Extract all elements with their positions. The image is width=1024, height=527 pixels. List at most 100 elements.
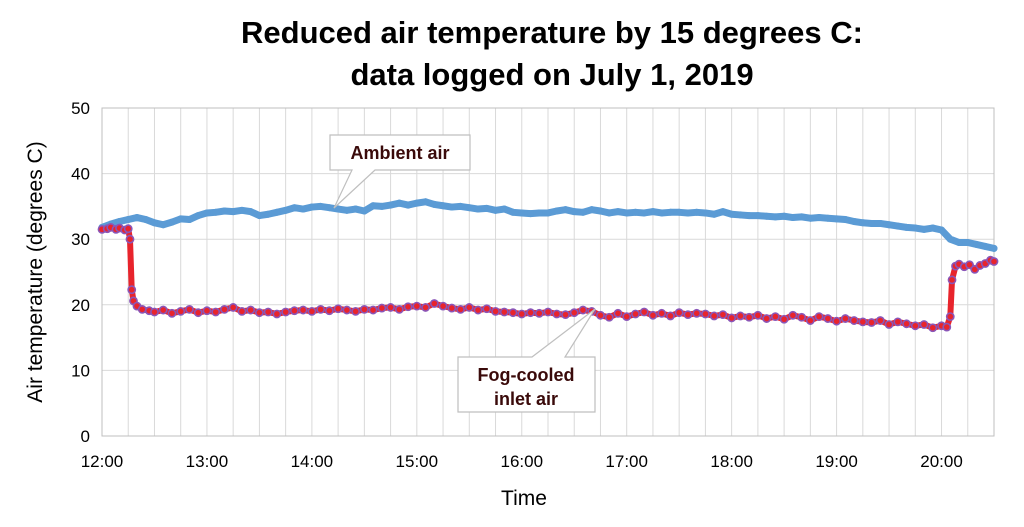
fog-cooled-inlet-air-point — [823, 314, 833, 323]
fog-cooled-inlet-air-point — [307, 306, 317, 316]
fog-cooled-inlet-air-point — [744, 312, 754, 322]
ambient-air-point — [561, 206, 569, 214]
y-tick-label: 50 — [71, 99, 90, 118]
ambient-air-point — [658, 209, 666, 217]
fog-cooled-inlet-air-point — [875, 316, 885, 325]
fog-cooled-inlet-air-point — [456, 304, 465, 314]
fog-cooled-inlet-air-point — [473, 305, 483, 315]
ambient-air-point — [343, 206, 351, 214]
series-ambient-air — [98, 198, 998, 252]
ambient-air-point — [780, 212, 788, 220]
ambient-air-point — [868, 219, 876, 227]
ambient-air-point — [964, 238, 972, 246]
ambient-air-point — [806, 214, 814, 222]
fog-cooled-inlet-air-point — [552, 309, 562, 319]
callout-ambient-air: Ambient air — [329, 134, 471, 209]
ambient-air-point — [509, 208, 517, 216]
x-axis-ticks: 12:00 13:00 14:00 15:00 16:00 17:00 18:00 19:00… — [81, 452, 963, 471]
ambient-air-point — [203, 209, 211, 217]
ambient-air-point — [422, 198, 430, 206]
ambient-air-point — [789, 214, 797, 222]
fog-cooled-inlet-air-point — [403, 302, 413, 312]
fog-cooled-inlet-air-point — [123, 224, 133, 234]
ambient-air-point — [124, 216, 132, 224]
ambient-air-point — [369, 202, 377, 210]
ambient-air-point — [894, 222, 902, 230]
fog-cooled-inlet-air-point — [569, 308, 579, 318]
x-tick-label: 12:00 — [81, 452, 124, 471]
fog-cooled-inlet-air-point — [255, 308, 264, 318]
x-tick-label: 20:00 — [920, 452, 963, 471]
plot-frame — [101, 107, 995, 437]
fog-cooled-inlet-air-point — [947, 275, 957, 285]
fog-cooled-inlet-air-point — [814, 312, 824, 322]
ambient-air-point — [876, 219, 884, 227]
callouts: Ambient air Fog-cooled inlet air — [329, 134, 596, 413]
ambient-air-point — [360, 207, 368, 215]
fog-cooled-inlet-air-point — [246, 305, 256, 315]
ambient-air-point — [693, 208, 701, 216]
ambient-air-point — [763, 212, 771, 220]
ambient-air-point — [404, 201, 412, 209]
fog-cooled-inlet-air-point — [753, 310, 763, 320]
fog-cooled-inlet-air-point — [928, 323, 938, 333]
ambient-air-point — [115, 217, 123, 225]
ambient-air-point — [973, 240, 981, 248]
x-tick-label: 17:00 — [605, 452, 648, 471]
ambient-air-point — [903, 223, 911, 231]
ambient-air-point — [334, 205, 342, 213]
ambient-air-point — [492, 206, 500, 214]
y-tick-label: 30 — [71, 230, 90, 249]
fog-cooled-inlet-air-point — [631, 309, 640, 319]
ambient-air-point — [981, 242, 989, 250]
ambient-air-point — [588, 206, 596, 214]
fog-cooled-inlet-air-point — [499, 307, 509, 317]
fog-cooled-inlet-air-point — [596, 310, 605, 320]
ambient-air-point — [623, 209, 631, 217]
ambient-air-point — [675, 208, 683, 216]
ambient-air-point — [168, 218, 176, 226]
fog-cooled-inlet-air-point — [657, 308, 667, 318]
ambient-air-point — [885, 221, 893, 229]
x-tick-label: 15:00 — [396, 452, 439, 471]
fog-cooled-inlet-air-point — [211, 307, 221, 317]
ambient-air-point — [255, 212, 263, 220]
ambient-air-point — [833, 215, 841, 223]
fog-cooled-inlet-air-point — [412, 301, 422, 311]
fog-cooled-inlet-air-point — [718, 310, 728, 320]
x-axis-title: Time — [501, 487, 547, 510]
x-tick-label: 14:00 — [291, 452, 334, 471]
fog-cooled-inlet-air-point — [359, 304, 369, 314]
ambient-air-point — [238, 206, 246, 214]
ambient-air-point — [133, 214, 141, 222]
ambient-air-point — [308, 203, 316, 211]
y-tick-label: 40 — [71, 165, 90, 184]
fog-cooled-inlet-air-point — [125, 234, 135, 244]
fog-cooled-inlet-air-point — [438, 301, 448, 311]
fog-cooled-inlet-air-point — [491, 306, 500, 316]
fog-cooled-inlet-air-point — [482, 304, 492, 314]
fog-cooled-inlet-air-point — [464, 303, 474, 312]
ambient-air-point — [955, 238, 963, 246]
fog-cooled-inlet-air-point — [735, 311, 745, 321]
ambient-air-point — [719, 208, 727, 216]
fog-cooled-inlet-air-point — [534, 308, 544, 318]
ambient-air-point — [666, 208, 674, 216]
x-tick-label: 16:00 — [500, 452, 543, 471]
y-tick-label: 10 — [71, 361, 90, 380]
fog-cooled-inlet-air-point — [604, 312, 614, 322]
fog-cooled-inlet-air-point — [805, 316, 815, 325]
fog-cooled-inlet-air-point — [185, 304, 194, 314]
fog-cooled-inlet-air-point — [797, 312, 807, 322]
ambient-air-point — [177, 215, 185, 223]
ambient-air-point — [413, 199, 421, 207]
callout-fog-cooled-inlet-air: Fog-cooled inlet air — [457, 308, 596, 413]
fog-cooled-inlet-air-point — [674, 308, 684, 318]
fog-cooled-inlet-air-point — [429, 299, 439, 308]
fog-cooled-inlet-air-point — [324, 306, 334, 316]
fog-cooled-inlet-air-point — [289, 306, 299, 316]
y-tick-label: 0 — [81, 427, 90, 446]
fog-cooled-inlet-air-point — [666, 311, 675, 321]
ambient-air-point — [325, 204, 333, 212]
